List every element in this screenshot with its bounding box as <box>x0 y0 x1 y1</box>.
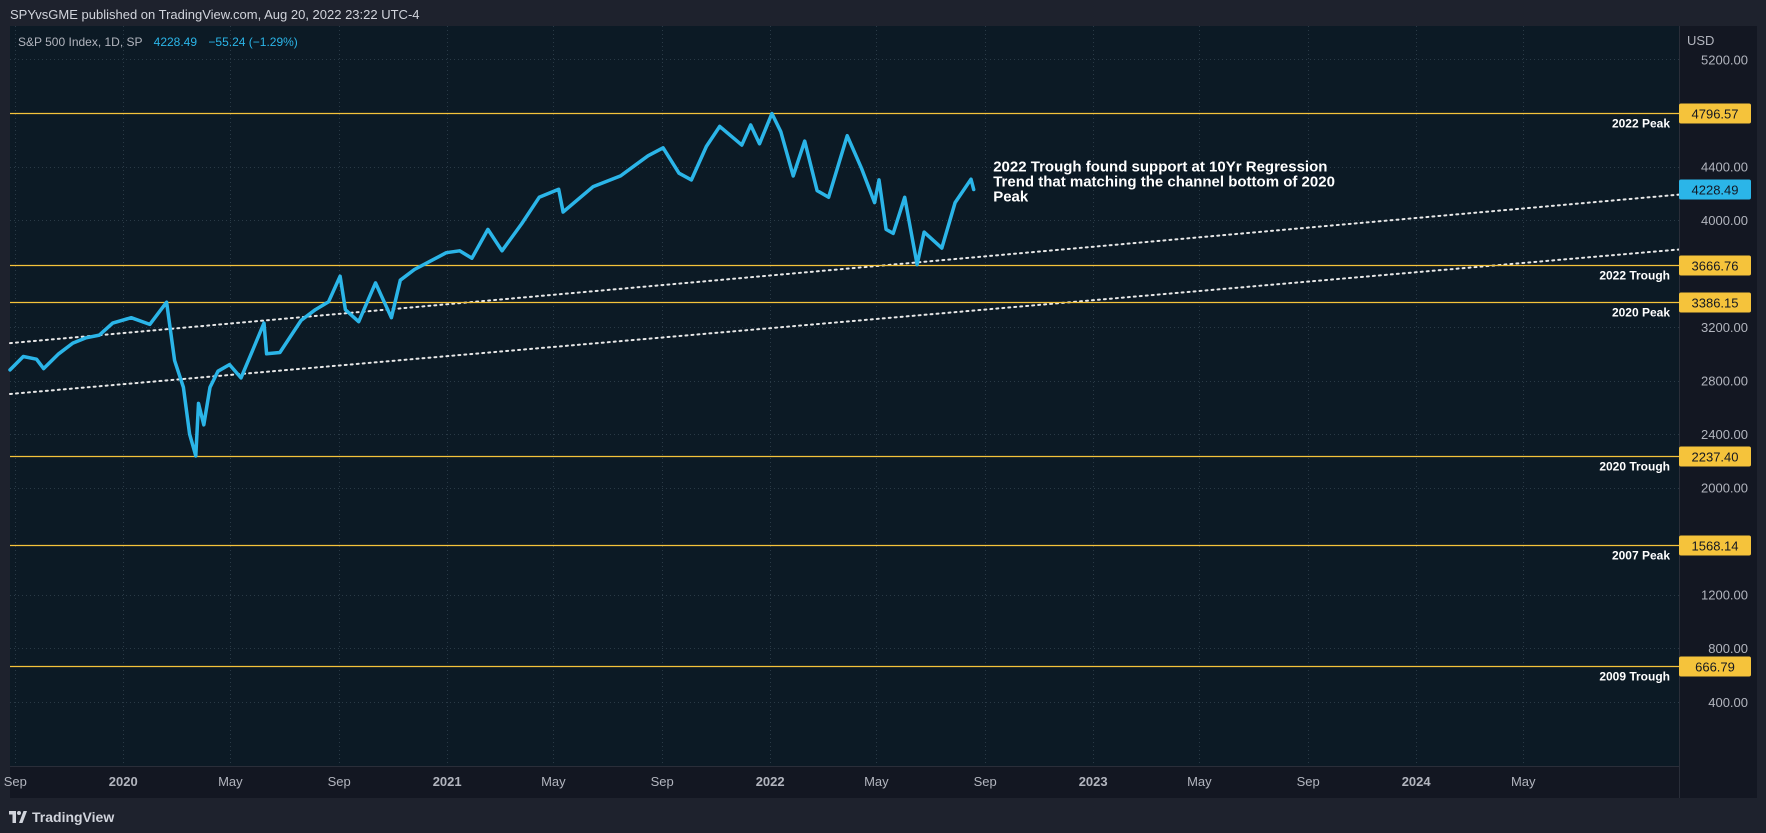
tradingview-logo-icon <box>9 810 27 823</box>
price-series <box>8 111 976 458</box>
tradingview-logo[interactable]: TradingView <box>9 809 114 825</box>
price-axis-tick-label: 800.00 <box>1708 641 1748 656</box>
level-price-badge <box>1679 656 1751 677</box>
time-axis-tick-label: 2022 <box>756 774 785 789</box>
level-label: 2009 Trough <box>1599 670 1670 684</box>
price-axis-tick-label: 4400.00 <box>1701 160 1748 175</box>
price-axis-tick-label: 2800.00 <box>1701 374 1748 389</box>
time-axis-tick-label: May <box>541 774 566 789</box>
level-price-badge-text: 3666.76 <box>1692 259 1739 274</box>
publisher-text: SPYvsGME published on TradingView.com, A… <box>10 7 420 22</box>
price-axis-tick-label: 2000.00 <box>1701 481 1748 496</box>
plot-area[interactable] <box>10 26 1679 766</box>
level-price-badge <box>1679 103 1751 124</box>
last-price-badge <box>1679 179 1751 200</box>
level-price-badge <box>1679 255 1751 276</box>
time-axis[interactable]: Sep 2020 May Sep 2021 May Sep 2022 May Sep 2023 May… <box>4 774 1536 789</box>
grid <box>10 26 1679 766</box>
time-axis-tick-label: Sep <box>328 774 351 789</box>
level-price-badge <box>1679 446 1751 467</box>
annotation-text-line: Peak <box>993 189 1029 206</box>
annotation-text-line: 2022 Trough found support at 10Yr Regres… <box>993 159 1327 176</box>
time-axis-tick-label: 2020 <box>109 774 138 789</box>
footer-bar: TradingView <box>0 800 1766 833</box>
time-axis-tick-label: Sep <box>4 774 27 789</box>
level-price-badge-text: 3386.15 <box>1692 296 1739 311</box>
level-price-badge <box>1679 292 1751 313</box>
time-axis-tick-label: 2024 <box>1402 774 1432 789</box>
time-axis-tick-label: May <box>1511 774 1536 789</box>
price-badges: 4796.57 3666.76 3386.15 2237.40 1568.14 666.7… <box>1679 103 1751 677</box>
level-price-badge <box>1679 535 1751 556</box>
publisher-bar: SPYvsGME published on TradingView.com, A… <box>0 0 1766 28</box>
legend-symbol: S&P 500 Index, 1D, SP <box>18 35 143 49</box>
level-price-badge-text: 666.79 <box>1695 660 1735 675</box>
price-axis-tick-label: 4000.00 <box>1701 213 1748 228</box>
level-label: 2020 Peak <box>1612 306 1670 320</box>
price-axis-tick-label: 1200.00 <box>1701 588 1748 603</box>
chart-annotation: 2022 Trough found support at 10Yr Regres… <box>993 159 1335 206</box>
svg-text:S&P 500 Index, 1D, SP 42: S&P 500 Index, 1D, SP 4228.49 −55.24 (−1… <box>18 35 298 49</box>
time-axis-tick-label: 2021 <box>433 774 462 789</box>
tradingview-brand: TradingView <box>32 808 115 825</box>
level-price-badge-text: 4796.57 <box>1692 107 1739 122</box>
time-axis-tick-label: 2023 <box>1079 774 1108 789</box>
horizontal-levels: 2022 Peak 2022 Trough 2020 Peak 2020 Trough… <box>10 112 1679 684</box>
symbol-legend[interactable]: S&P 500 Index, 1D, SP 4228.49 −55.24 (−1… <box>18 35 298 49</box>
level-price-badge-text: 1568.14 <box>1692 539 1739 554</box>
price-chart[interactable]: 2022 Peak 2022 Trough 2020 Peak 2020 Trough… <box>0 0 1766 800</box>
level-price-badge-text: 2237.40 <box>1692 450 1739 465</box>
price-axis-tick-label: 2400.00 <box>1701 427 1748 442</box>
annotation-text-line: Trend that matching the channel bottom o… <box>993 174 1335 191</box>
legend-price: 4228.49 <box>154 35 198 49</box>
time-axis-tick-label: May <box>218 774 243 789</box>
price-axis[interactable]: 5200.00 4400.00 4000.00 3200.00 2800.00 2400.… <box>1701 52 1748 709</box>
price-axis-tick-label: 400.00 <box>1708 695 1748 710</box>
time-axis-tick-label: May <box>864 774 889 789</box>
level-label: 2020 Trough <box>1599 460 1670 474</box>
time-axis-tick-label: Sep <box>651 774 674 789</box>
price-axis-tick-label: 3200.00 <box>1701 320 1748 335</box>
price-axis-tick-label: 5200.00 <box>1701 52 1748 67</box>
time-axis-tick-label: Sep <box>1297 774 1320 789</box>
sp500-price-line <box>8 111 976 458</box>
level-label: 2007 Peak <box>1612 549 1670 563</box>
currency-label: USD <box>1687 33 1714 48</box>
time-axis-tick-label: Sep <box>974 774 997 789</box>
last-price-badge-text: 4228.49 <box>1692 182 1739 197</box>
level-label: 2022 Peak <box>1612 117 1670 131</box>
legend-change: −55.24 (−1.29%) <box>208 35 297 49</box>
time-axis-tick-label: May <box>1187 774 1212 789</box>
level-label: 2022 Trough <box>1599 269 1670 283</box>
